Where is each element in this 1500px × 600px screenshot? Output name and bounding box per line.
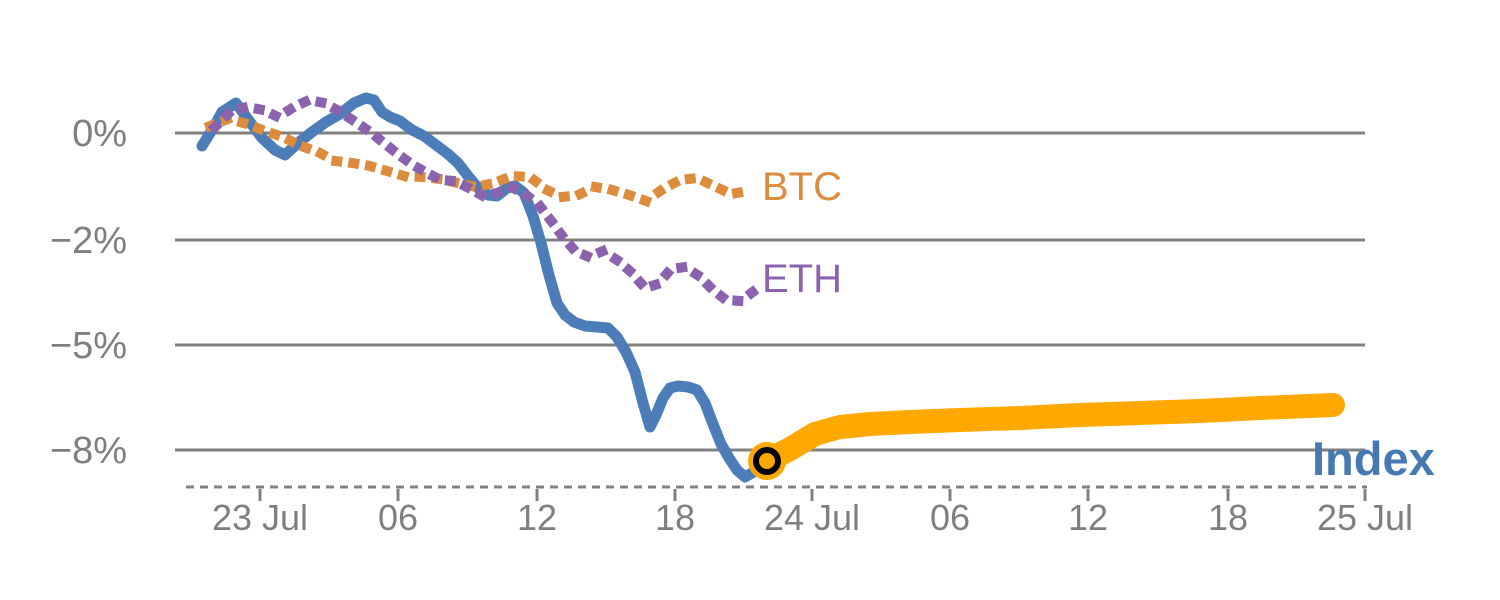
btc-line	[203, 114, 754, 206]
x-tick-label: 12	[1068, 497, 1108, 538]
series-end-labels: BTC ETH Index	[762, 165, 1435, 485]
x-tick-label: 12	[517, 497, 557, 538]
index-projection-line	[755, 393, 1345, 473]
x-tick-label: 06	[930, 497, 970, 538]
btc-series-label: BTC	[762, 165, 842, 209]
y-tick-label: −2%	[50, 220, 127, 262]
x-tick-label: 18	[655, 497, 695, 538]
x-tick-label: 23 Jul	[212, 497, 308, 538]
y-tick-label: 0%	[72, 113, 127, 155]
index-history-line	[196, 92, 773, 483]
y-tick-label: −8%	[50, 430, 127, 472]
index-series-label: Index	[1312, 432, 1435, 485]
y-tick-label: −5%	[50, 325, 127, 367]
x-tick-label: 06	[378, 497, 418, 538]
x-tick-label: 24 Jul	[764, 497, 860, 538]
eth-series-label: ETH	[762, 257, 842, 301]
x-tick-label: 25 Jul	[1317, 497, 1413, 538]
current-point-marker	[753, 447, 781, 475]
x-tick-label: 18	[1208, 497, 1248, 538]
eth-line	[207, 95, 762, 306]
